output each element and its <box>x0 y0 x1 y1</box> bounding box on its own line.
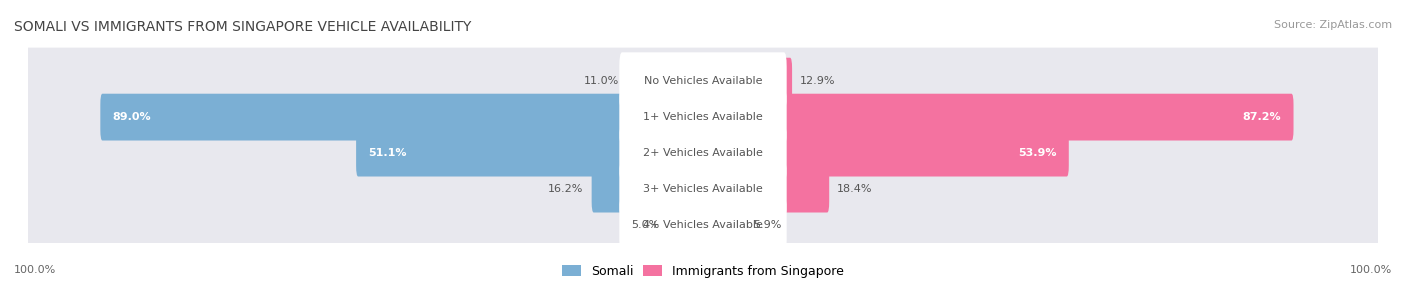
Text: 3+ Vehicles Available: 3+ Vehicles Available <box>643 184 763 194</box>
Text: 18.4%: 18.4% <box>838 184 873 194</box>
Text: 51.1%: 51.1% <box>368 148 406 158</box>
FancyBboxPatch shape <box>25 48 1381 115</box>
FancyBboxPatch shape <box>782 166 830 212</box>
Text: 2+ Vehicles Available: 2+ Vehicles Available <box>643 148 763 158</box>
Text: 100.0%: 100.0% <box>1350 265 1392 275</box>
FancyBboxPatch shape <box>356 130 624 176</box>
FancyBboxPatch shape <box>25 192 1381 259</box>
FancyBboxPatch shape <box>668 202 704 249</box>
Text: 5.0%: 5.0% <box>631 220 659 230</box>
Text: Source: ZipAtlas.com: Source: ZipAtlas.com <box>1274 20 1392 30</box>
Text: SOMALI VS IMMIGRANTS FROM SINGAPORE VEHICLE AVAILABILITY: SOMALI VS IMMIGRANTS FROM SINGAPORE VEHI… <box>14 20 471 34</box>
FancyBboxPatch shape <box>619 124 787 182</box>
FancyBboxPatch shape <box>782 58 792 104</box>
FancyBboxPatch shape <box>627 58 704 104</box>
Text: 87.2%: 87.2% <box>1243 112 1281 122</box>
Legend: Somali, Immigrants from Singapore: Somali, Immigrants from Singapore <box>557 260 849 283</box>
FancyBboxPatch shape <box>25 156 1381 223</box>
FancyBboxPatch shape <box>100 94 624 140</box>
FancyBboxPatch shape <box>619 52 787 110</box>
FancyBboxPatch shape <box>702 202 745 249</box>
Text: 100.0%: 100.0% <box>14 265 56 275</box>
FancyBboxPatch shape <box>25 120 1381 186</box>
Text: 89.0%: 89.0% <box>112 112 150 122</box>
Text: 1+ Vehicles Available: 1+ Vehicles Available <box>643 112 763 122</box>
FancyBboxPatch shape <box>619 88 787 146</box>
Text: 12.9%: 12.9% <box>800 76 835 86</box>
FancyBboxPatch shape <box>782 94 1294 140</box>
FancyBboxPatch shape <box>25 84 1381 151</box>
FancyBboxPatch shape <box>619 160 787 218</box>
FancyBboxPatch shape <box>592 166 624 212</box>
Text: 5.9%: 5.9% <box>754 220 782 230</box>
FancyBboxPatch shape <box>782 130 1069 176</box>
Text: 11.0%: 11.0% <box>583 76 619 86</box>
Text: No Vehicles Available: No Vehicles Available <box>644 76 762 86</box>
Text: 4+ Vehicles Available: 4+ Vehicles Available <box>643 220 763 230</box>
Text: 53.9%: 53.9% <box>1018 148 1057 158</box>
FancyBboxPatch shape <box>619 196 787 254</box>
Text: 16.2%: 16.2% <box>548 184 583 194</box>
